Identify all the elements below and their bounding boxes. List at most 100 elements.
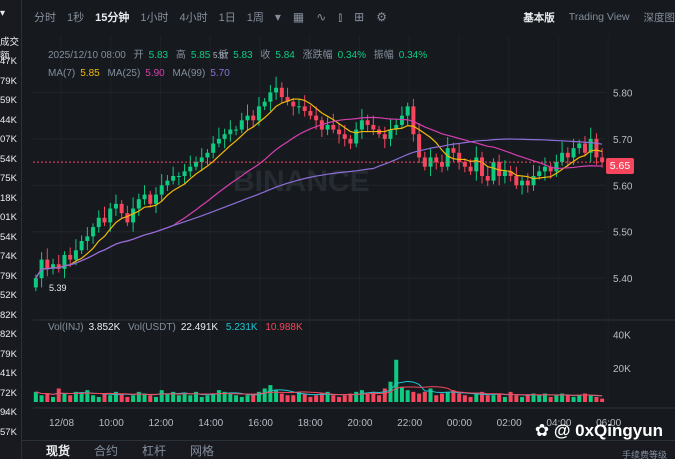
candle-body: [51, 264, 56, 269]
candle-body: [491, 162, 496, 181]
volume-bar: [51, 396, 56, 402]
timeframe-6[interactable]: 1周: [246, 12, 264, 24]
candle-body: [171, 176, 176, 181]
candle-body: [457, 152, 462, 163]
volume-bar: [153, 396, 158, 402]
candle-body: [136, 199, 141, 209]
price-tick-label: 5.70: [613, 135, 633, 146]
candle-body: [73, 250, 78, 260]
candle-body: [508, 171, 513, 176]
open-value: 5.83: [148, 50, 169, 61]
candle-body: [394, 124, 399, 130]
candle-body: [262, 101, 267, 107]
candle-type-icon[interactable]: ⫾: [338, 9, 343, 24]
settings-icon[interactable]: ⚙: [376, 10, 387, 24]
volume-bar: [102, 393, 107, 402]
view-tab-0[interactable]: 基本版: [523, 11, 555, 24]
candle-body: [485, 176, 490, 181]
watermark: ✿ @ 0xQingyun: [534, 421, 663, 440]
bottom-tab-0[interactable]: 现货: [46, 443, 71, 458]
left-volume-value: 79K: [0, 348, 17, 360]
ma99-line: [35, 138, 603, 279]
ma25-value: 5.90: [145, 68, 165, 79]
volume-bar: [354, 391, 359, 402]
candle-body: [148, 194, 153, 204]
candle-body: [434, 157, 439, 163]
chevron-down-icon[interactable]: ▾: [274, 10, 281, 24]
vol-inj-value: 3.852K: [88, 322, 121, 333]
low-value: 5.83: [233, 50, 253, 61]
candle-body: [520, 180, 525, 186]
chart-canvas[interactable]: 5.80 5.70 5.60 5.50 5.40 12/08 10:00 12:00 14:00…: [33, 36, 675, 440]
calendar-icon[interactable]: ▦: [292, 10, 305, 24]
view-tab-2[interactable]: 深度图: [643, 11, 675, 24]
drawing-tools-icon[interactable]: ⊞: [354, 10, 365, 24]
candle-body: [571, 148, 576, 158]
candle-body: [514, 176, 519, 186]
candle-body: [239, 120, 244, 130]
volume-bar: [274, 390, 279, 402]
candle-body: [302, 106, 307, 111]
candle-body: [365, 120, 370, 125]
fee-level-link[interactable]: 手续费等级: [621, 450, 667, 459]
timeframe-4[interactable]: 4小时: [179, 12, 208, 24]
bottom-tab-3[interactable]: 网格: [190, 443, 215, 458]
candle-body: [548, 166, 553, 172]
candle-body: [439, 162, 444, 167]
timeframe-2[interactable]: 15分钟: [95, 12, 130, 24]
volume-bar: [216, 390, 221, 402]
volume-bar: [325, 391, 330, 402]
timeframe-1[interactable]: 1秒: [67, 12, 85, 24]
chevron-right-icon[interactable]: ›: [4, 405, 8, 419]
timeframe-0[interactable]: 分时: [34, 12, 56, 24]
ma99-label: MA(99): [172, 68, 206, 79]
candle-body: [474, 157, 479, 172]
candle-body: [342, 134, 347, 139]
candle-body: [125, 213, 130, 223]
candle-body: [337, 129, 342, 135]
volume-bar: [485, 395, 490, 402]
candle-body: [359, 120, 364, 130]
volume-bar: [182, 393, 187, 402]
timeframe-3[interactable]: 1小时: [140, 12, 169, 24]
left-volume-value: 07K: [0, 134, 17, 145]
candle-body: [256, 106, 261, 121]
candle-body: [131, 208, 136, 223]
volume-bar: [256, 391, 261, 402]
timeframe-5[interactable]: 1日: [218, 12, 236, 24]
volume-bar: [239, 396, 244, 402]
candle-body: [268, 92, 273, 102]
candle-body: [445, 148, 450, 167]
bottom-tab-2[interactable]: 杠杆: [142, 443, 167, 458]
candle-body: [194, 162, 199, 167]
volume-bar: [560, 393, 565, 402]
ma99-value: 5.70: [210, 68, 230, 79]
time-tick-label: 22:00: [397, 418, 422, 429]
left-volume-value: 52K: [0, 290, 17, 301]
close-value: 5.84: [275, 50, 295, 61]
candle-body: [142, 194, 147, 200]
volume-bar: [474, 393, 479, 402]
volume-bar: [462, 395, 467, 402]
price-tick-label: 5.40: [613, 274, 633, 285]
candle-body: [468, 166, 473, 172]
chart-area[interactable]: 5.80 5.70 5.60 5.50 5.40 12/08 10:00 12:00 14:00…: [33, 36, 675, 459]
volume-bar: [514, 395, 519, 402]
time-tick-label: 06:00: [596, 418, 621, 429]
change-value: 0.34%: [337, 50, 366, 61]
left-volume-value: 01K: [0, 212, 17, 223]
candle-body: [497, 162, 502, 176]
vol-usdt-value: 22.491K: [180, 322, 219, 333]
ma25-label: MA(25): [107, 68, 141, 79]
view-tab-1[interactable]: Trading View: [568, 11, 630, 23]
bottom-tab-1[interactable]: 合约: [94, 443, 119, 458]
vol-ma2-value: 10.988K: [265, 322, 303, 333]
ma7-value: 5.85: [80, 68, 100, 79]
left-volume-value: 94K: [0, 407, 17, 418]
candle-body: [525, 180, 530, 186]
vol-ma2-line: [35, 386, 603, 397]
left-volume-value: 54K: [0, 153, 17, 165]
indicator-icon[interactable]: ∿: [316, 10, 327, 24]
volume-bar: [251, 393, 256, 402]
